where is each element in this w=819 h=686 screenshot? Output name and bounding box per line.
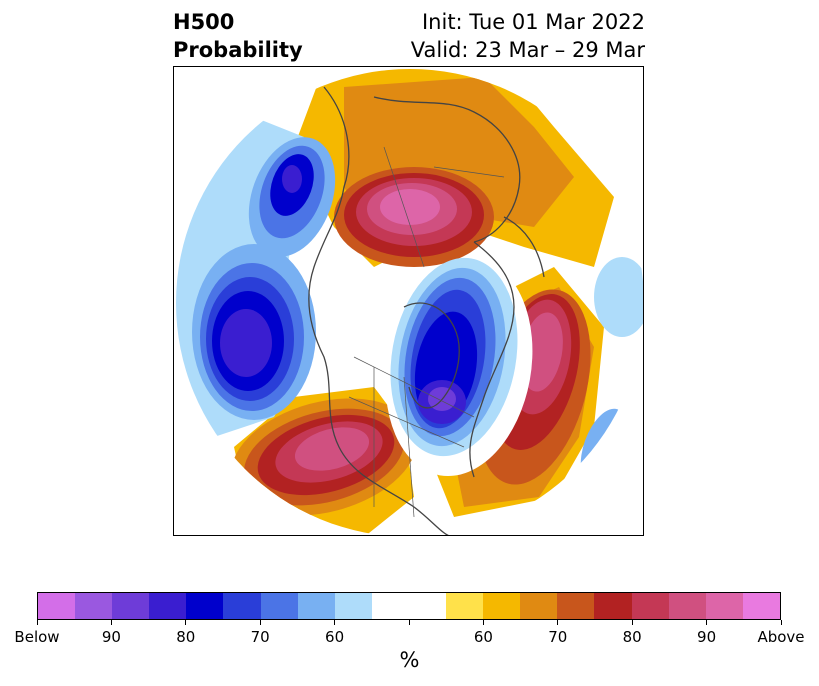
colorbar-unit-label: % <box>399 648 420 672</box>
product-name: Probability <box>173 38 303 62</box>
colorbar-tick-label: Below <box>14 628 60 646</box>
colorbar-tick-label: 80 <box>176 628 196 646</box>
colorbar-tick <box>557 620 559 625</box>
colorbar-swatch <box>371 593 409 619</box>
colorbar-swatch <box>186 593 224 619</box>
colorbar-swatch <box>742 593 780 619</box>
colorbar-tick <box>110 620 112 625</box>
polar-map <box>173 66 644 536</box>
colorbar-ticks: Below 90 80 70 60 60 70 80 90 Above <box>14 620 805 646</box>
colorbar-swatch <box>705 593 743 619</box>
colorbar-swatch <box>446 593 484 619</box>
init-time: Init: Tue 01 Mar 2022 <box>421 10 645 34</box>
colorbar-swatch <box>557 593 595 619</box>
colorbar-tick-label: 90 <box>101 628 121 646</box>
colorbar-swatch <box>334 593 372 619</box>
colorbar-tick-label: 90 <box>697 628 717 646</box>
probability-field-map <box>176 69 643 535</box>
valid-time: Valid: 23 Mar – 29 Mar <box>410 38 645 62</box>
colorbar-swatch <box>223 593 261 619</box>
colorbar-tick-label: 80 <box>622 628 642 646</box>
colorbar-tick <box>631 620 633 625</box>
colorbar-swatch <box>594 593 632 619</box>
colorbar-swatch <box>38 593 76 619</box>
colorbar-swatch <box>483 593 521 619</box>
colorbar-tick <box>185 620 187 625</box>
colorbar-swatch <box>260 593 298 619</box>
colorbar-swatch <box>297 593 335 619</box>
coastlines <box>308 86 545 535</box>
colorbar-swatch <box>520 593 558 619</box>
colorbar-swatch <box>149 593 187 619</box>
colorbar-swatch <box>631 593 669 619</box>
colorbar-swatch <box>75 593 113 619</box>
field-name: H500 <box>173 10 235 34</box>
colorbar <box>37 592 781 620</box>
borders <box>348 146 505 518</box>
colorbar-tick-label: Above <box>757 628 805 646</box>
colorbar-tick-label: 60 <box>325 628 345 646</box>
colorbar-swatch <box>112 593 150 619</box>
colorbar-tick-label: 70 <box>250 628 270 646</box>
colorbar-tick <box>36 620 38 625</box>
forecast-times: Init: Tue 01 Mar 2022 Valid: 23 Mar – 29… <box>411 8 645 64</box>
colorbar-tick <box>780 620 782 625</box>
colorbar-tick <box>482 620 484 625</box>
colorbar-tick <box>706 620 708 625</box>
chart-title: H500 Probability <box>173 8 303 64</box>
colorbar-tick <box>408 620 410 625</box>
colorbar-tick-label: 70 <box>548 628 568 646</box>
colorbar-tick-label: 60 <box>473 628 493 646</box>
colorbar-tick <box>334 620 336 625</box>
colorbar-tick <box>259 620 261 625</box>
colorbar-swatch <box>408 593 447 619</box>
colorbar-swatch <box>668 593 706 619</box>
